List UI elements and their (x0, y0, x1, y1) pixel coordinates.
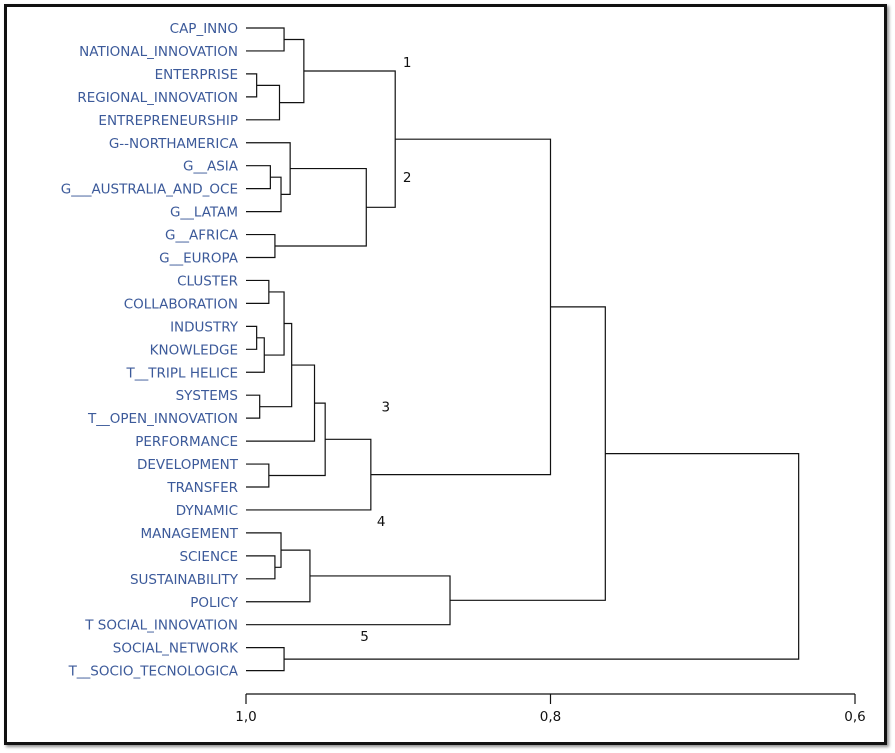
dendrogram-link-m4 (279, 38, 305, 104)
leaf-label-science: SCIENCE (179, 549, 238, 565)
cluster-label-2: 2 (403, 170, 412, 186)
leaf-label-t-socio-tecnologica: T__SOCIO_TECNOLOGICA (68, 664, 239, 680)
leaf-label-collaboration: COLLABORATION (124, 296, 238, 312)
leaf-label-regional-innovation: REGIONAL_INNOVATION (77, 90, 238, 106)
dendrogram-link-m12 (246, 325, 258, 350)
leaf-labels: CAP_INNO NATIONAL_INNOVATION ENTERPRISE REG… (61, 21, 239, 680)
leaf-label-systems: SYSTEMS (176, 388, 238, 404)
leaf-label-t-social-innovation: T SOCIAL_INNOVATION (84, 618, 238, 634)
dendrogram-link-m23 (246, 549, 311, 603)
leaf-label-dynamic: DYNAMIC (176, 503, 238, 519)
dendrogram-link-m14 (264, 291, 285, 356)
x-tick-label-1-0: 1,0 (235, 709, 256, 725)
cluster-label-5: 5 (360, 629, 369, 645)
dendrogram-link-m5 (246, 165, 271, 190)
dendrogram-link-m18 (246, 463, 270, 488)
cluster-label-4: 4 (377, 514, 386, 530)
dendrogram-link-m9 (274, 167, 367, 247)
leaf-label-g-europa: G__EUROPA (159, 251, 239, 267)
leaf-label-entrepreneurship: ENTREPRENEURSHIP (98, 113, 238, 129)
x-axis: 1,0 0,8 0,6 (235, 693, 866, 725)
cluster-label-3: 3 (382, 399, 391, 415)
leaf-label-enterprise: ENTERPRISE (155, 67, 238, 83)
dendrogram-link-m21 (246, 555, 276, 580)
dendrogram-link-m1 (246, 27, 285, 52)
leaf-label-transfer: TRANSFER (166, 480, 238, 496)
x-tick-label-0-6: 0,6 (844, 709, 865, 725)
figure-frame (4, 4, 887, 745)
dendrogram-link-m28 (284, 453, 800, 660)
dendrogram-link-m25 (246, 647, 285, 672)
leaf-label-cluster: CLUSTER (177, 273, 238, 289)
dendrogram-link-m13 (246, 337, 265, 373)
leaf-label-sustainability: SUSTAINABILITY (130, 572, 239, 588)
cluster-labels: 1 2 3 4 5 (360, 55, 411, 645)
dendrogram-link-m3 (246, 84, 281, 121)
dendrogram-link-m20 (246, 438, 372, 511)
dendrogram-link-m2 (246, 73, 258, 98)
leaf-label-g-africa: G__AFRICA (165, 228, 239, 244)
leaf-label-national-innovation: NATIONAL_INNOVATION (79, 44, 238, 60)
leaf-label-t-tripl-helice: T__TRIPL HELICE (126, 365, 238, 381)
dendrogram-link-m10 (303, 70, 396, 208)
dendrogram-link-m27 (450, 306, 606, 601)
leaf-label-social-network: SOCIAL_NETWORK (113, 641, 239, 657)
leaf-label-g-latam: G__LATAM (170, 205, 238, 221)
dendrogram-link-m15 (246, 394, 261, 419)
leaf-label-development: DEVELOPMENT (137, 457, 239, 473)
dendrogram-link-m8 (246, 233, 276, 259)
dendrogram-link-m6 (246, 176, 282, 213)
leaf-label-g-asia: G__ASIA (183, 159, 239, 175)
leaf-label-g-northamerica: G--NORTHAMERICA (109, 136, 239, 152)
x-tick-label-0-8: 0,8 (540, 709, 561, 725)
dendrogram-link-m24 (246, 575, 451, 626)
leaf-label-industry: INDUSTRY (170, 319, 239, 335)
dendrogram-link-m22 (246, 532, 282, 568)
dendrogram-links (246, 27, 800, 672)
dendrogram-link-m19 (268, 402, 326, 477)
dendrogram-link-m11 (246, 279, 270, 304)
dendrogram-link-m17 (246, 364, 316, 442)
leaf-label-g-australia-and-oce: G___AUSTRALIA_AND_OCE (61, 182, 238, 198)
cluster-label-1: 1 (403, 55, 412, 71)
leaf-label-cap-inno: CAP_INNO (170, 21, 238, 37)
leaf-label-knowledge: KNOWLEDGE (150, 342, 238, 358)
leaf-label-management: MANAGEMENT (141, 526, 239, 542)
leaf-label-policy: POLICY (190, 595, 238, 611)
leaf-label-t-open-innovation: T__OPEN_INNOVATION (87, 411, 238, 427)
dendrogram-link-m26 (370, 138, 552, 476)
dendrogram-link-m7 (246, 142, 291, 195)
leaf-label-performance: PERFORMANCE (135, 434, 238, 450)
